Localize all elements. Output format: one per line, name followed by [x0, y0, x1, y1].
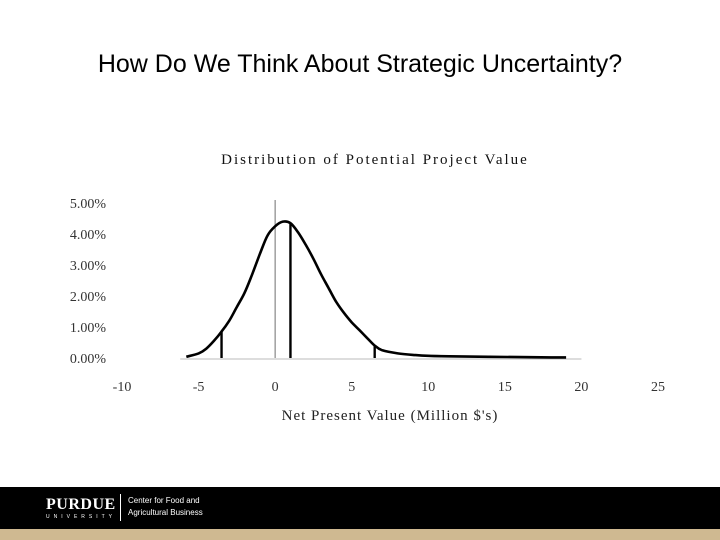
- logo-divider: [120, 494, 121, 521]
- y-tick-label: 2.00%: [70, 290, 107, 305]
- x-tick-label: 10: [421, 380, 435, 395]
- y-tick-label: 3.00%: [70, 259, 107, 274]
- footer-gold-stripe: [0, 529, 720, 540]
- slide-title: How Do We Think About Strategic Uncertai…: [97, 50, 623, 78]
- y-tick-label: 1.00%: [70, 321, 107, 336]
- x-tick-label: -10: [113, 380, 132, 395]
- x-tick-label: 25: [651, 380, 665, 395]
- x-tick-label: -5: [193, 380, 205, 395]
- purdue-logo-wordmark: PURDUE: [46, 496, 116, 513]
- series-curve: [185, 220, 567, 359]
- distribution-chart: Distribution of Potential Project Value …: [70, 152, 665, 424]
- center-name-line-1: Center for Food and: [128, 496, 200, 505]
- chart-title: Distribution of Potential Project Value: [221, 152, 529, 168]
- y-tick-label: 0.00%: [70, 352, 107, 367]
- x-tick-label: 0: [272, 380, 279, 395]
- purdue-logo-subtitle: UNIVERSITY: [46, 514, 117, 520]
- x-tick-label: 15: [498, 380, 512, 395]
- x-axis-label: Net Present Value (Million $'s): [282, 408, 499, 424]
- y-tick-label: 4.00%: [70, 228, 107, 243]
- y-tick-label: 5.00%: [70, 197, 107, 212]
- x-tick-label: 5: [348, 380, 355, 395]
- x-tick-label: 20: [574, 380, 588, 395]
- y-axis-ticks: 0.00% 1.00% 2.00% 3.00% 4.00% 5.00%: [70, 197, 107, 367]
- marker-lines: [220, 223, 376, 358]
- x-axis-ticks: -10 -5 0 5 10 15 20 25: [113, 358, 665, 395]
- center-name-line-2: Agricultural Business: [128, 508, 203, 517]
